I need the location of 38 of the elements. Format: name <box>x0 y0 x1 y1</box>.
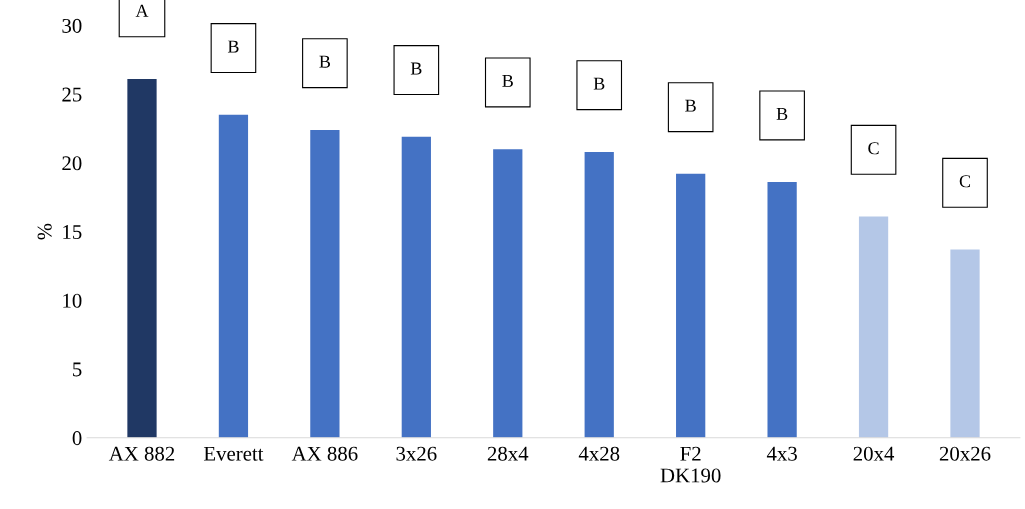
text: A <box>135 4 149 17</box>
annotation: B <box>227 40 239 53</box>
bar <box>401 136 431 438</box>
annotation: C <box>868 142 879 155</box>
x-tick-label: 4x28 <box>578 446 620 461</box>
x-tick-label: Everett <box>203 446 264 461</box>
bar <box>584 151 614 438</box>
y-tick-label: 10 <box>63 293 82 308</box>
bar <box>950 249 980 438</box>
y-tick-label: 25 <box>62 87 82 102</box>
x-tick-label: AX 882 <box>108 446 175 461</box>
y-tick-label: 20 <box>62 156 82 171</box>
y-tick-label: 15 <box>63 225 82 240</box>
y-tick-label: 0 <box>72 431 82 446</box>
bar <box>676 173 706 438</box>
y-axis-title: % <box>37 223 52 240</box>
annotation: B <box>502 74 513 87</box>
annotation: B <box>319 55 331 68</box>
x-tick-label: F2 DK190 <box>660 446 721 483</box>
x-tick-label: 28x4 <box>487 446 529 461</box>
y-tick-label: 30 <box>62 18 82 33</box>
x-tick-label: 20x4 <box>853 446 895 461</box>
bar <box>127 79 157 438</box>
bar <box>767 182 797 438</box>
x-tick-label: AX 886 <box>291 446 358 461</box>
annotation: B <box>685 99 696 112</box>
x-tick-label: 20x26 <box>939 446 991 461</box>
y-tick-label: 5 <box>73 362 82 377</box>
annotation: B <box>410 62 422 75</box>
x-tick-label: 4x3 <box>766 446 797 461</box>
bar <box>493 149 523 438</box>
x-tick-label: 3x26 <box>396 446 437 461</box>
annotation: C <box>959 175 971 188</box>
bar <box>310 129 340 438</box>
annotation: B <box>593 77 605 90</box>
annotation: B <box>776 107 788 120</box>
bar <box>218 114 249 438</box>
bar <box>858 216 889 438</box>
